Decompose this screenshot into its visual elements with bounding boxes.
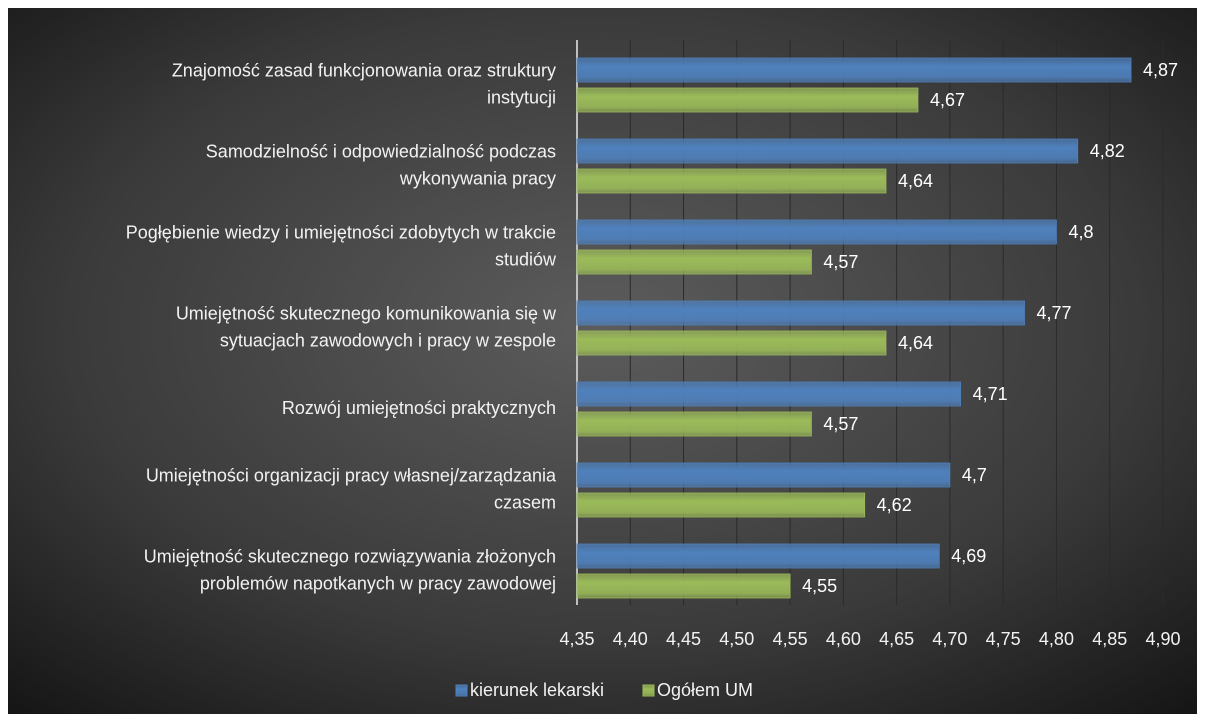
- legend-label: Ogółem UM: [657, 680, 753, 700]
- y-tick-label: sytuacjach zawodowych i pracy w zespole: [220, 330, 556, 350]
- y-tick-label: studiów: [495, 249, 557, 269]
- value-label: 4,69: [951, 546, 986, 566]
- y-tick-label: Umiejętność skutecznego komunikowania si…: [176, 303, 557, 323]
- legend-swatch: [455, 684, 468, 697]
- y-tick-label: wykonywania pracy: [399, 168, 556, 188]
- x-tick-label: 4,40: [613, 629, 648, 649]
- value-label: 4,87: [1143, 60, 1178, 80]
- bar: [576, 168, 887, 194]
- bar: [576, 249, 812, 275]
- x-tick-label: 4,80: [1039, 629, 1074, 649]
- value-label: 4,57: [823, 414, 858, 434]
- legend-label: kierunek lekarski: [470, 680, 604, 700]
- x-tick-label: 4,55: [773, 629, 808, 649]
- x-tick-label: 4,75: [986, 629, 1021, 649]
- x-tick-label: 4,85: [1092, 629, 1127, 649]
- value-label: 4,64: [898, 171, 933, 191]
- bar: [576, 87, 919, 113]
- bar: [576, 543, 940, 569]
- bar: [576, 57, 1132, 83]
- y-tick-label: Pogłębienie wiedzy i umiejętności zdobyt…: [126, 222, 556, 242]
- y-tick-label: Rozwój umiejętności praktycznych: [282, 398, 556, 418]
- value-label: 4,67: [930, 90, 965, 110]
- x-tick-label: 4,65: [879, 629, 914, 649]
- chart-background: [8, 8, 1197, 714]
- y-tick-label: problemów napotkanych w pracy zawodowej: [200, 573, 556, 593]
- bar: [576, 462, 951, 488]
- value-label: 4,64: [898, 333, 933, 353]
- x-tick-label: 4,45: [666, 629, 701, 649]
- value-label: 4,55: [802, 576, 837, 596]
- y-tick-label: Umiejętność skutecznego rozwiązywania zł…: [144, 546, 556, 566]
- value-label: 4,77: [1036, 303, 1071, 323]
- bar: [576, 138, 1079, 164]
- y-tick-label: czasem: [494, 492, 556, 512]
- bar: [576, 573, 791, 599]
- y-tick-label: Znajomość zasad funkcjonowania oraz stru…: [172, 60, 556, 80]
- value-label: 4,82: [1090, 141, 1125, 161]
- x-tick-label: 4,35: [559, 629, 594, 649]
- value-label: 4,57: [823, 252, 858, 272]
- value-label: 4,8: [1068, 222, 1093, 242]
- y-tick-label: Samodzielność i odpowiedzialność podczas: [206, 141, 556, 161]
- legend-swatch: [642, 684, 655, 697]
- value-label: 4,7: [962, 465, 987, 485]
- bar: [576, 411, 812, 437]
- bar: [576, 219, 1057, 245]
- x-tick-label: 4,50: [719, 629, 754, 649]
- x-tick-label: 4,90: [1145, 629, 1180, 649]
- value-label: 4,62: [877, 495, 912, 515]
- bar: [576, 330, 887, 356]
- value-label: 4,71: [973, 384, 1008, 404]
- y-tick-label: Umiejętności organizacji pracy własnej/z…: [146, 465, 557, 485]
- bar: [576, 492, 866, 518]
- bar: [576, 381, 961, 407]
- y-tick-label: instytucji: [487, 87, 556, 107]
- x-tick-label: 4,70: [932, 629, 967, 649]
- bar: [576, 300, 1025, 326]
- x-tick-label: 4,60: [826, 629, 861, 649]
